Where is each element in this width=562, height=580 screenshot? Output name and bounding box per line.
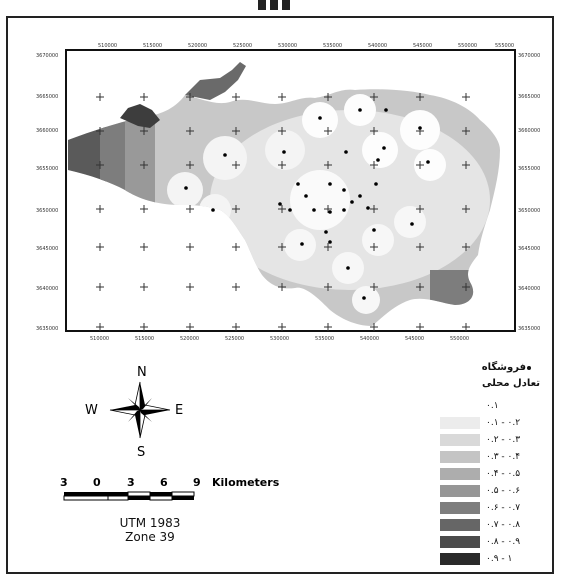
y-tick-labels-right: 3670000 3665000 3660000 3655000 3650000 …: [518, 53, 540, 332]
x-tick-label: 525000: [233, 43, 252, 49]
legend-point-label: فروشگاه: [481, 362, 526, 373]
x-tick-label-bottom: 525000: [225, 336, 244, 342]
legend-class-row: ۰.۷ - ۰.۸: [440, 519, 540, 531]
y-tick-label-right: 3640000: [518, 286, 540, 292]
scale-tick: 9: [193, 476, 201, 489]
y-tick-label-right: 3670000: [518, 53, 540, 59]
legend-class-row: ۰.۴ - ۰.۵: [440, 468, 540, 480]
y-tick-label: 3645000: [36, 246, 58, 252]
legend-swatch: [440, 553, 480, 565]
y-tick-label-right: 3635000: [518, 326, 540, 332]
scale-tick: 6: [160, 476, 168, 489]
x-tick-label-bottom: 510000: [90, 336, 109, 342]
x-tick-label: 545000: [413, 43, 432, 49]
legend-class-label: ۰.۹ - ۱: [486, 554, 513, 564]
x-tick-label: 510000: [98, 43, 117, 49]
y-tick-label-right: 3645000: [518, 246, 540, 252]
legend-class-label: ۰.۲ - ۰.۳: [486, 435, 521, 445]
x-tick-label: 530000: [278, 43, 297, 49]
x-tick-label-bottom: 535000: [315, 336, 334, 342]
scale-tick: 3: [127, 476, 135, 489]
compass-n: N: [137, 365, 147, 380]
x-tick-label-bottom: 540000: [360, 336, 379, 342]
legend-class-label: ۰.۶ - ۰.۷: [486, 503, 521, 513]
legend-swatch: [440, 434, 480, 446]
legend-swatch: [440, 451, 480, 463]
legend-class-row: ۰.۹ - ۱: [440, 553, 540, 565]
y-tick-label-right: 3665000: [518, 94, 540, 100]
scale-tick: 0: [93, 476, 101, 489]
y-tick-label-right: 3655000: [518, 166, 540, 172]
scale-tick: 3: [60, 476, 68, 489]
x-tick-label: 555000: [495, 43, 514, 49]
x-tick-label-bottom: 530000: [270, 336, 289, 342]
projection-line2: Zone 39: [125, 530, 175, 544]
x-tick-label-bottom: 515000: [135, 336, 154, 342]
legend-class-row: ۰.۸ - ۰.۹: [440, 536, 540, 548]
y-tick-label: 3640000: [36, 286, 58, 292]
legend-class-row: ۰.۵ - ۰.۶: [440, 485, 540, 497]
legend-swatch: [440, 536, 480, 548]
north-arrow-icon: N S E W: [85, 365, 183, 460]
compass-e: E: [175, 403, 183, 418]
y-tick-label: 3650000: [36, 208, 58, 214]
scale-bar: 3 0 3 6 9 Kilometers: [60, 476, 280, 501]
y-tick-label-right: 3660000: [518, 128, 540, 134]
legend-ramp-title: تعادل محلی: [481, 378, 540, 389]
y-tick-label: 3655000: [36, 166, 58, 172]
store-points: [184, 108, 430, 300]
x-tick-label: 535000: [323, 43, 342, 49]
store-point-icon: [527, 366, 531, 370]
legend-class-label: ۰.۴ - ۰.۵: [486, 469, 521, 479]
x-tick-label: 550000: [458, 43, 477, 49]
legend-class-row: ۰.۶ - ۰.۷: [440, 502, 540, 514]
y-tick-labels-left: 3670000 3665000 3660000 3655000 3650000 …: [36, 53, 58, 332]
y-tick-label: 3635000: [36, 326, 58, 332]
x-tick-labels-top: 510000 515000 520000 525000 530000 53500…: [98, 43, 514, 49]
legend-class-label: ۰.۳ - ۰.۴: [486, 452, 521, 462]
compass-s: S: [137, 445, 145, 460]
x-tick-label: 540000: [368, 43, 387, 49]
x-tick-label-bottom: 520000: [180, 336, 199, 342]
inlet-west: [120, 104, 160, 128]
legend-class-label: ۰.۸ - ۰.۹: [486, 537, 521, 547]
x-tick-label: 515000: [143, 43, 162, 49]
legend-swatch: [440, 502, 480, 514]
legend-class-row: ۰.۱ - ۰.۲: [440, 417, 540, 429]
legend-class-row: ۰.۱: [440, 400, 540, 412]
inlet-north: [185, 62, 246, 100]
grid-crosses: [95, 93, 471, 332]
legend-swatch: [440, 417, 480, 429]
x-tick-label-bottom: 550000: [450, 336, 469, 342]
legend-swatch: [440, 400, 480, 412]
legend-class-label: ۰.۷ - ۰.۸: [486, 520, 521, 530]
compass-w: W: [85, 403, 98, 418]
legend-swatch: [440, 485, 480, 497]
y-tick-label: 3670000: [36, 53, 58, 59]
y-tick-label-right: 3650000: [518, 208, 540, 214]
legend-swatch: [440, 468, 480, 480]
legend-class-label: ۰.۱: [486, 401, 499, 411]
legend-class-label: ۰.۵ - ۰.۶: [486, 486, 521, 496]
scale-unit: Kilometers: [212, 476, 280, 489]
x-tick-label-bottom: 545000: [405, 336, 424, 342]
projection-label: UTM 1983 Zone 39: [100, 516, 200, 544]
legend-class-label: ۰.۱ - ۰.۲: [486, 418, 521, 428]
x-tick-label: 520000: [188, 43, 207, 49]
x-tick-labels-bottom: 510000 515000 520000 525000 530000 53500…: [90, 336, 469, 342]
legend-swatch: [440, 519, 480, 531]
y-tick-label: 3660000: [36, 128, 58, 134]
y-tick-label: 3665000: [36, 94, 58, 100]
legend-class-row: ۰.۳ - ۰.۴: [440, 451, 540, 463]
legend-class-row: ۰.۲ - ۰.۳: [440, 434, 540, 446]
projection-line1: UTM 1983: [119, 516, 181, 530]
